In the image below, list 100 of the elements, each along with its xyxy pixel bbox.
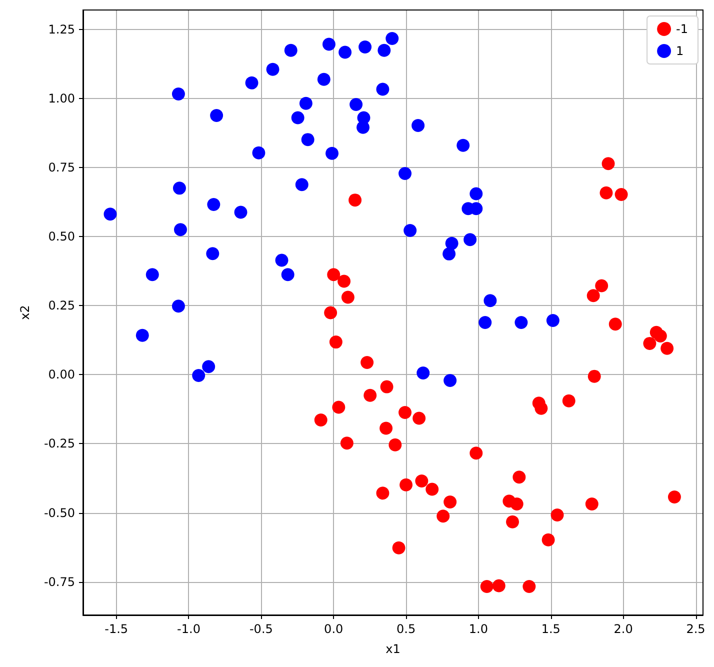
y-tick-label: 0.75	[48, 160, 75, 174]
point	[210, 109, 224, 122]
x-tick-label: -1.5	[104, 622, 128, 636]
y-tick-label: 1.25	[48, 22, 75, 36]
point	[174, 223, 187, 236]
x-tick-label: 1.5	[541, 622, 560, 636]
point	[358, 40, 372, 54]
point	[317, 72, 330, 86]
point	[266, 62, 280, 76]
point	[550, 508, 564, 522]
point	[595, 279, 608, 292]
x-tick-label: 2.5	[686, 622, 706, 636]
point	[668, 490, 681, 504]
point	[207, 198, 220, 211]
point	[291, 111, 304, 124]
point	[398, 167, 412, 180]
point	[338, 274, 351, 288]
point	[172, 87, 185, 100]
point	[614, 188, 628, 202]
point	[245, 76, 258, 90]
x-tick-label: 2.0	[614, 622, 633, 636]
point	[380, 422, 393, 435]
point	[643, 336, 656, 350]
point	[252, 146, 266, 160]
point	[444, 374, 457, 387]
point	[534, 402, 548, 415]
point	[322, 38, 336, 51]
point	[202, 360, 216, 374]
legend-label: 1	[676, 44, 684, 58]
point	[380, 380, 394, 394]
x-tick-label: 1.0	[468, 622, 488, 636]
point	[444, 496, 457, 509]
point	[329, 336, 342, 349]
legend-label: -1	[676, 22, 688, 36]
point	[412, 118, 425, 132]
point	[585, 497, 598, 510]
point	[484, 294, 497, 308]
point	[660, 342, 674, 355]
y-tick-label: -0.25	[44, 436, 75, 451]
point	[378, 44, 391, 57]
point	[398, 406, 412, 419]
point	[350, 98, 363, 111]
point	[470, 446, 483, 460]
point	[172, 182, 186, 195]
point	[327, 268, 340, 282]
point	[340, 436, 354, 450]
point	[356, 120, 370, 134]
point	[456, 138, 470, 152]
x-axis-title: x1	[386, 642, 400, 656]
point	[562, 394, 576, 408]
point	[388, 438, 402, 452]
point	[654, 329, 667, 342]
point	[506, 515, 520, 528]
x-tick-label: -0.5	[249, 622, 273, 636]
point	[376, 82, 390, 96]
point	[600, 186, 613, 200]
point	[522, 580, 536, 594]
point	[136, 328, 149, 342]
x-tick-label: -1.0	[177, 622, 200, 636]
point	[480, 580, 494, 594]
point	[341, 290, 354, 304]
point	[392, 541, 406, 554]
point	[360, 356, 374, 369]
point	[301, 133, 314, 146]
point	[295, 178, 308, 192]
point	[146, 268, 159, 282]
y-axis-title: x2	[18, 305, 32, 320]
point	[442, 247, 456, 260]
point	[586, 289, 600, 302]
y-tick-label: 0.50	[48, 230, 75, 244]
point	[275, 254, 288, 267]
point	[234, 206, 248, 219]
point	[416, 366, 430, 380]
point	[542, 533, 555, 546]
x-tick-label: 0.0	[324, 622, 344, 636]
point	[386, 32, 399, 45]
point	[364, 388, 377, 402]
y-tick-label: -0.75	[44, 574, 75, 589]
point	[400, 478, 413, 492]
point	[510, 497, 524, 510]
point	[608, 318, 622, 331]
point	[284, 44, 298, 57]
point	[546, 314, 560, 328]
point	[470, 187, 483, 200]
point	[464, 233, 477, 246]
point	[602, 157, 615, 170]
point	[478, 316, 492, 329]
y-tick-label: 1.00	[48, 91, 75, 106]
point	[281, 268, 294, 282]
point	[376, 486, 390, 500]
point	[324, 306, 338, 320]
y-tick-label: 0.00	[48, 368, 75, 382]
y-tick-label: -0.50	[44, 506, 75, 520]
point	[332, 400, 346, 414]
point	[512, 470, 526, 484]
point	[192, 368, 206, 382]
point	[415, 474, 428, 488]
point	[588, 370, 601, 383]
point	[172, 300, 185, 313]
x-tick-label: 0.5	[396, 622, 416, 636]
